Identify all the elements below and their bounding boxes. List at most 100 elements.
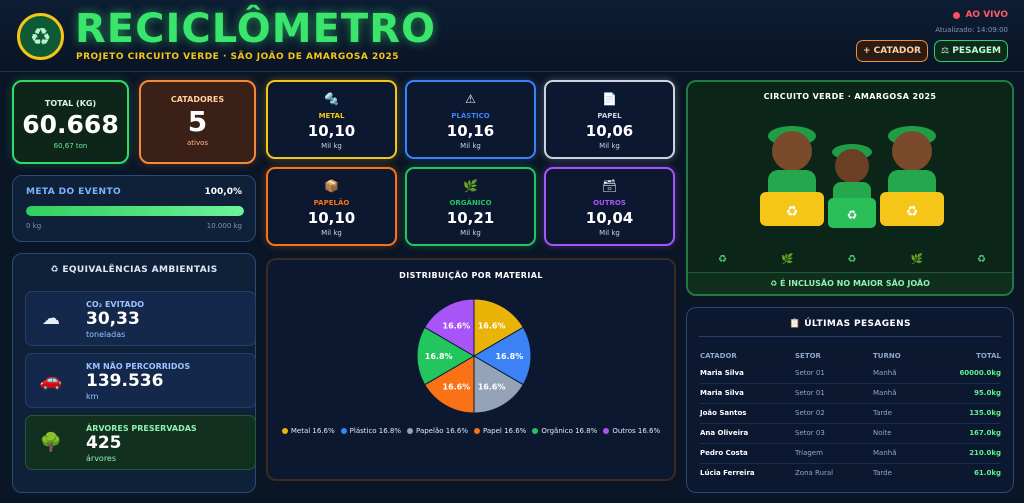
bolt-icon: 🔩 [324,92,339,106]
table-row: João Santos Setor 02 Tarde 135.0kg [700,403,1001,424]
material-label: PAPELÃO [313,199,350,207]
material-card-papelao: 📦 PAPELÃO 10,10 Mil kg [266,167,397,246]
meta-label: META DO EVENTO [26,187,122,197]
total-label: TOTAL (KG) [44,99,97,108]
col-total: TOTAL [976,352,1001,360]
cell-total: 60000.0kg [941,363,1001,384]
material-card-metal: 🔩 METAL 10,10 Mil kg [266,80,397,159]
material-label: ORGÂNICO [449,199,492,207]
live-dot-icon [953,11,961,19]
pie-slice-papel [424,355,475,414]
material-card-papel: 📄 PAPEL 10,06 Mil kg [544,80,675,159]
bin-icon: 🗃 [601,179,618,193]
total-value: 60.668 [22,110,119,139]
pie-slice-metal [473,298,524,357]
meta-min: 0 kg [26,222,42,230]
ultimas-pesagens-card: 📋 ÚLTIMAS PESAGENS CATADOR SETOR TURNO T… [686,307,1014,493]
paper-icon: 📄 [602,92,617,106]
legend-label: Outros 16.6% [612,427,661,435]
col-setor: SETOR [795,352,821,360]
cell-catador: Pedro Costa [700,443,795,464]
leaf-icon: 🌿 [781,254,794,265]
table-row: Pedro Costa Triagem Manhã 210.0kg [700,443,1001,464]
legend-item: Metal 16.6% [281,427,335,435]
pie-slice-label: 16.8% [425,352,453,361]
legend-label: Papel 16.6% [482,427,527,435]
legend-label: Orgânico 16.8% [541,427,598,435]
material-label: OUTROS [593,199,626,207]
car-icon: 🚗 [39,370,63,391]
pie-slice-label: 16.6% [443,383,471,392]
material-card-organico: 🌿 ORGÂNICO 10,21 Mil kg [405,167,536,246]
cell-turno: Manhã [873,363,941,384]
co2-item: ☁ CO₂ EVITADO 30,33 toneladas [25,291,256,346]
box-icon: 📦 [324,179,339,193]
meta-progress-fill [26,206,244,216]
pie-slice-label: 16.6% [478,383,506,392]
pie-slice-label: 16.6% [478,321,506,330]
svg-text:♻: ♻ [847,208,858,222]
equivalencias-title: ♻ EQUIVALÊNCIAS AMBIENTAIS [50,265,218,275]
app-title: RECICLÔMETRO [75,6,437,52]
add-catador-button[interactable]: + CATADOR [856,40,928,62]
cell-total: 61.0kg [974,469,1001,478]
km-item: 🚗 KM NÃO PERCORRIDOS 139.536 km [25,353,256,408]
leaf-icon: 🌿 [910,254,923,265]
cell-total: 167.0kg [941,423,1001,444]
catadores-label: CATADORES [170,95,225,104]
material-unit: Mil kg [321,229,342,237]
cell-total: 135.0kg [941,403,1001,424]
material-value: 10,04 [585,209,634,227]
table-header: CATADOR SETOR TURNO TOTAL [700,349,1001,363]
meta-percent: 100,0% [204,187,243,197]
legend-item: Papelão 16.6% [407,427,468,435]
total-card: TOTAL (KG) 60.668 60,67 ton [12,80,129,164]
cell-setor: Setor 01 [795,363,873,384]
material-unit: Mil kg [599,142,620,150]
equivalencias-card: ♻ EQUIVALÊNCIAS AMBIENTAIS ☁ CO₂ EVITADO… [12,253,256,493]
recycle-logo-icon: ♻ [17,13,64,60]
col-turno: TURNO [873,352,901,360]
legend-item: Outros 16.6% [603,427,660,435]
legend-item: Plástico 16.8% [340,427,401,435]
svg-text:♻: ♻ [906,204,919,220]
km-value: 139.536 [86,371,164,391]
catadores-value: 5 [187,105,208,138]
updated-time: Atualizado: 14:09:00 [935,26,1008,34]
add-pesagem-button[interactable]: ⚖ PESAGEM [934,40,1008,62]
material-card-plastico: ⚠ PLÁSTICO 10,16 Mil kg [405,80,536,159]
material-unit: Mil kg [321,142,342,150]
chart-legend: Metal 16.6% Plástico 16.8% Papelão 16.6% Pa… [268,427,674,435]
co2-unit: toneladas [86,330,126,339]
legend-item: Papel 16.6% [473,427,527,435]
pie-slice-label: 16.8% [495,352,523,361]
total-sub: 60,67 ton [53,142,88,150]
circuito-icons: ♻ 🌿 ♻ 🌿 ♻ [718,254,986,265]
material-unit: Mil kg [599,229,620,237]
material-value: 10,16 [446,122,495,140]
cell-turno: Tarde [873,469,892,478]
trees-unit: árvores [86,454,117,463]
col-catador: CATADOR [700,352,737,360]
material-value: 10,21 [446,209,495,227]
legend-swatch [340,428,347,434]
header: ♻ RECICLÔMETRO PROJETO CIRCUITO VERDE · … [0,0,1024,72]
pie-slice-outros [424,298,475,357]
legend-swatch [407,428,414,434]
chart-title: DISTRIBUIÇÃO POR MATERIAL [399,271,543,280]
cell-setor: Setor 02 [795,403,873,424]
co2-value: 30,33 [86,309,140,329]
cell-setor: Setor 03 [795,423,873,444]
cell-turno: Manhã [873,383,941,404]
cloud-icon: ☁ [42,308,60,329]
cell-catador: Ana Oliveira [700,423,795,444]
live-label: AO VIVO [965,10,1008,20]
legend-swatch [281,428,288,434]
cell-catador: Maria Silva [700,363,795,384]
trees-label: ÁRVORES PRESERVADAS [86,424,197,433]
circuito-verde-card: CIRCUITO VERDE · AMARGOSA 2025 ♻ ♻ ♻ ♻ 🌿… [686,80,1014,296]
cell-total: 210.0kg [941,443,1001,464]
km-unit: km [86,392,99,401]
pie-slice-papelão [473,355,524,414]
cell-setor: Zona Rural [795,469,834,478]
